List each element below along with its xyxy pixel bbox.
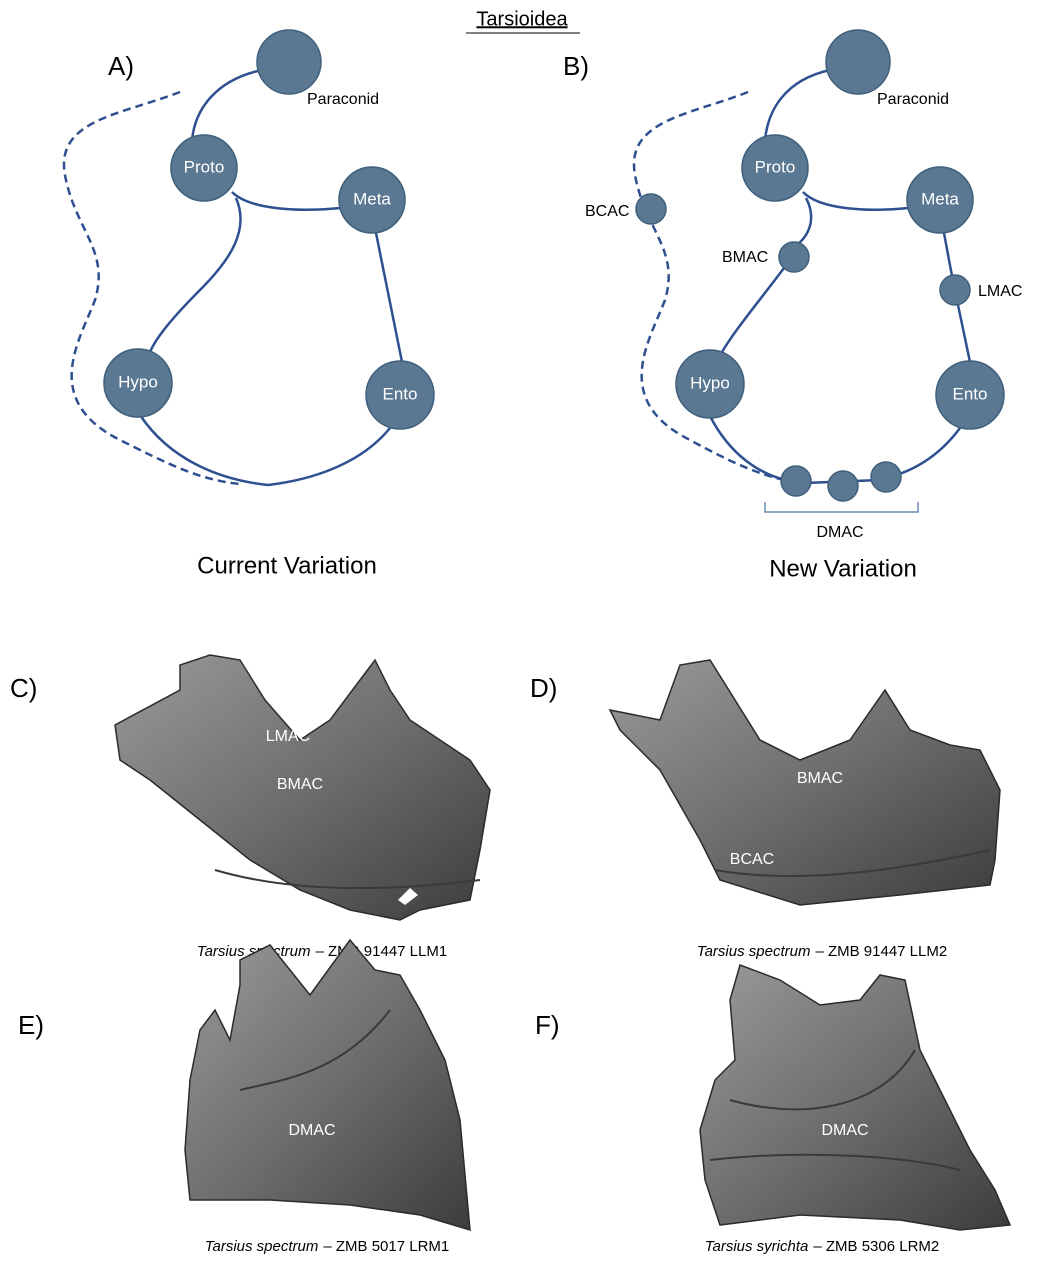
panel-e: E) DMAC Tarsius spectrum – ZMB 5017 LRM1 bbox=[18, 938, 471, 1255]
panel-caption: Current Variation bbox=[197, 552, 377, 579]
specimen-caption: Tarsius syrichta – ZMB 5306 LRM2 bbox=[705, 1238, 940, 1255]
cusp-annotation: LMAC bbox=[266, 728, 310, 745]
panel-d: D) BMAC BCAC Tarsius spectrum – ZMB 91447… bbox=[530, 659, 1001, 960]
crest bbox=[138, 414, 269, 487]
tooth-scan bbox=[699, 964, 1012, 1231]
cusp bbox=[338, 166, 406, 234]
panel-a: A) Paraconid Proto Meta Hypo Ento Curren… bbox=[62, 29, 435, 579]
cusp-label: Meta bbox=[353, 189, 391, 208]
specimen-caption: Tarsius spectrum – ZMB 91447 LLM2 bbox=[697, 943, 947, 960]
accessory-cusp bbox=[778, 241, 810, 273]
cusp-annotation: BCAC bbox=[730, 851, 774, 868]
panel-caption: New Variation bbox=[769, 555, 917, 582]
tooth-scan bbox=[184, 938, 471, 1232]
crest bbox=[708, 415, 791, 483]
crest bbox=[956, 304, 972, 363]
crest bbox=[763, 68, 831, 141]
specimen: – ZMB 91447 LLM2 bbox=[815, 943, 947, 960]
specimen: – ZMB 5306 LRM2 bbox=[813, 1238, 939, 1255]
crest bbox=[889, 427, 962, 479]
panel-label: D) bbox=[530, 673, 557, 703]
crest bbox=[148, 197, 242, 353]
tooth-ridge bbox=[239, 1009, 391, 1091]
cusp-label: DMAC bbox=[816, 524, 863, 541]
panel-label: B) bbox=[563, 51, 589, 81]
accessory-cusp bbox=[827, 470, 859, 502]
tooth-hole bbox=[398, 888, 418, 905]
specimen: – ZMB 91447 LLM1 bbox=[315, 943, 447, 960]
panel-b: B) Paraconid Proto Meta BCAC BMAC LMAC H… bbox=[563, 29, 1022, 582]
figure-title: Tarsioidea bbox=[476, 8, 568, 30]
panel-label: A) bbox=[108, 51, 134, 81]
panel-label: F) bbox=[535, 1010, 560, 1040]
cusp bbox=[256, 29, 322, 95]
cingulid-dashed bbox=[62, 90, 241, 486]
crest bbox=[267, 427, 391, 487]
cusp-label: LMAC bbox=[978, 283, 1022, 300]
species: Tarsius spectrum bbox=[197, 943, 311, 960]
cusp-annotation: DMAC bbox=[821, 1122, 868, 1139]
specimen-caption: Tarsius spectrum – ZMB 5017 LRM1 bbox=[205, 1238, 450, 1255]
cusp bbox=[675, 349, 745, 419]
accessory-cusp bbox=[780, 465, 812, 497]
tooth-ridge bbox=[714, 849, 991, 878]
cusp-label: Meta bbox=[921, 189, 959, 208]
tooth-scan bbox=[608, 659, 1001, 906]
crest bbox=[720, 267, 785, 353]
cingulid-dashed bbox=[632, 90, 786, 482]
cusp-label: BMAC bbox=[722, 249, 768, 266]
accessory-cusp bbox=[870, 461, 902, 493]
cusp-label: Hypo bbox=[690, 373, 730, 392]
crest bbox=[231, 191, 341, 211]
cusp-label: Paraconid bbox=[877, 91, 949, 108]
tooth-scan bbox=[114, 654, 491, 921]
species: Tarsius syrichta bbox=[705, 1238, 809, 1255]
cusp-label: BCAC bbox=[585, 203, 629, 220]
cusp bbox=[103, 348, 173, 418]
species: Tarsius spectrum bbox=[697, 943, 811, 960]
cusp bbox=[741, 134, 809, 202]
cusp-annotation: BMAC bbox=[797, 770, 843, 787]
accessory-cusp bbox=[635, 193, 667, 225]
cusp-label: Proto bbox=[184, 157, 225, 176]
panel-f: F) DMAC Tarsius syrichta – ZMB 5306 LRM2 bbox=[535, 964, 1012, 1255]
dmac-bracket bbox=[764, 502, 919, 513]
cusp-label: Hypo bbox=[118, 372, 158, 391]
panel-c: C) LMAC BMAC Tarsius spectrum – ZMB 91447… bbox=[10, 654, 491, 960]
cusp bbox=[825, 29, 891, 95]
crest bbox=[942, 232, 954, 277]
cusp-label: Ento bbox=[383, 384, 418, 403]
tooth-ridge bbox=[214, 869, 481, 890]
cusp-annotation: BMAC bbox=[277, 776, 323, 793]
accessory-cusp bbox=[939, 274, 971, 306]
crest bbox=[190, 68, 263, 141]
tooth-ridge bbox=[709, 1049, 961, 1171]
crest bbox=[802, 191, 909, 211]
cusp bbox=[906, 166, 974, 234]
cusp-annotation: DMAC bbox=[288, 1122, 335, 1139]
cusp-label: Proto bbox=[755, 157, 796, 176]
cusp bbox=[170, 134, 238, 202]
cusp-label: Ento bbox=[953, 384, 988, 403]
cusp bbox=[935, 360, 1005, 430]
panel-label: E) bbox=[18, 1010, 44, 1040]
specimen-caption: Tarsius spectrum – ZMB 91447 LLM1 bbox=[197, 943, 447, 960]
crest bbox=[374, 232, 404, 363]
cusp-label: Paraconid bbox=[307, 91, 379, 108]
species: Tarsius spectrum bbox=[205, 1238, 319, 1255]
crest bbox=[797, 197, 813, 245]
panel-label: C) bbox=[10, 673, 37, 703]
cusp bbox=[365, 360, 435, 430]
specimen: – ZMB 5017 LRM1 bbox=[323, 1238, 449, 1255]
